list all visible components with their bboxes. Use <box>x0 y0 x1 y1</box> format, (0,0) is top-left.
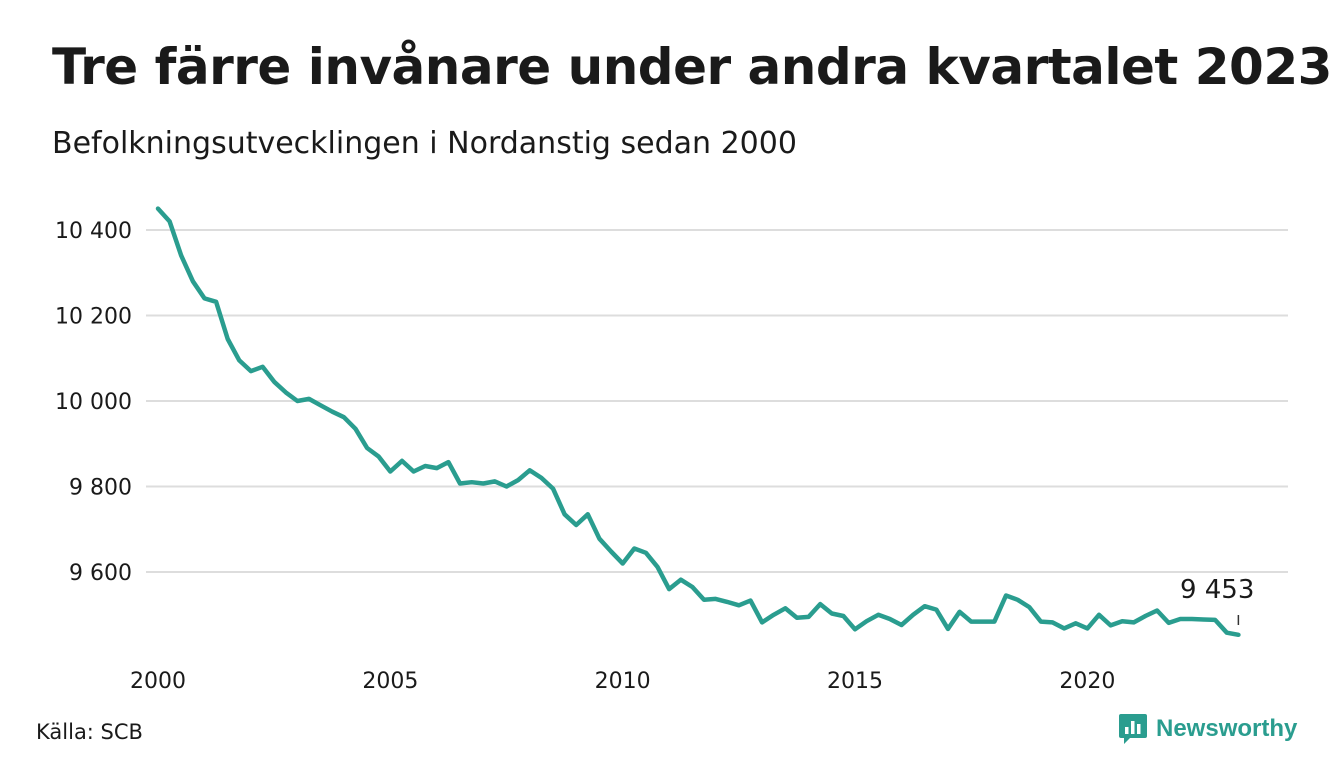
y-axis-ticks: 9 600 9 800 10 000 10 200 10 400 <box>55 219 132 586</box>
y-tick-label: 10 200 <box>55 305 132 330</box>
last-value-label: 9 453 <box>1180 575 1254 605</box>
x-axis-ticks: 2000 2005 2010 2015 2020 <box>130 669 1115 694</box>
x-tick-label: 2010 <box>595 669 651 694</box>
series-layer <box>155 206 1241 638</box>
brand-name: Newsworthy <box>1156 715 1298 742</box>
x-tick-label: 2020 <box>1059 669 1115 694</box>
y-tick-label: 10 400 <box>55 219 132 244</box>
newsworthy-logo-icon <box>1119 714 1147 744</box>
y-tick-label: 9 800 <box>69 476 132 501</box>
population-line <box>155 206 1241 638</box>
x-tick-label: 2005 <box>362 669 418 694</box>
x-tick-label: 2000 <box>130 669 186 694</box>
chart-subtitle: Befolkningsutvecklingen i Nordanstig sed… <box>52 126 797 161</box>
gridlines <box>146 229 1288 573</box>
x-tick-label: 2015 <box>827 669 883 694</box>
y-tick-label: 10 000 <box>55 390 132 415</box>
source-note: Källa: SCB <box>36 720 143 744</box>
chart-title: Tre färre invånare under andra kvartalet… <box>52 38 1332 96</box>
brand-logo: Newsworthy <box>1118 712 1297 746</box>
annotation-layer: 9 453 <box>1180 575 1254 625</box>
y-tick-label: 9 600 <box>69 561 132 586</box>
